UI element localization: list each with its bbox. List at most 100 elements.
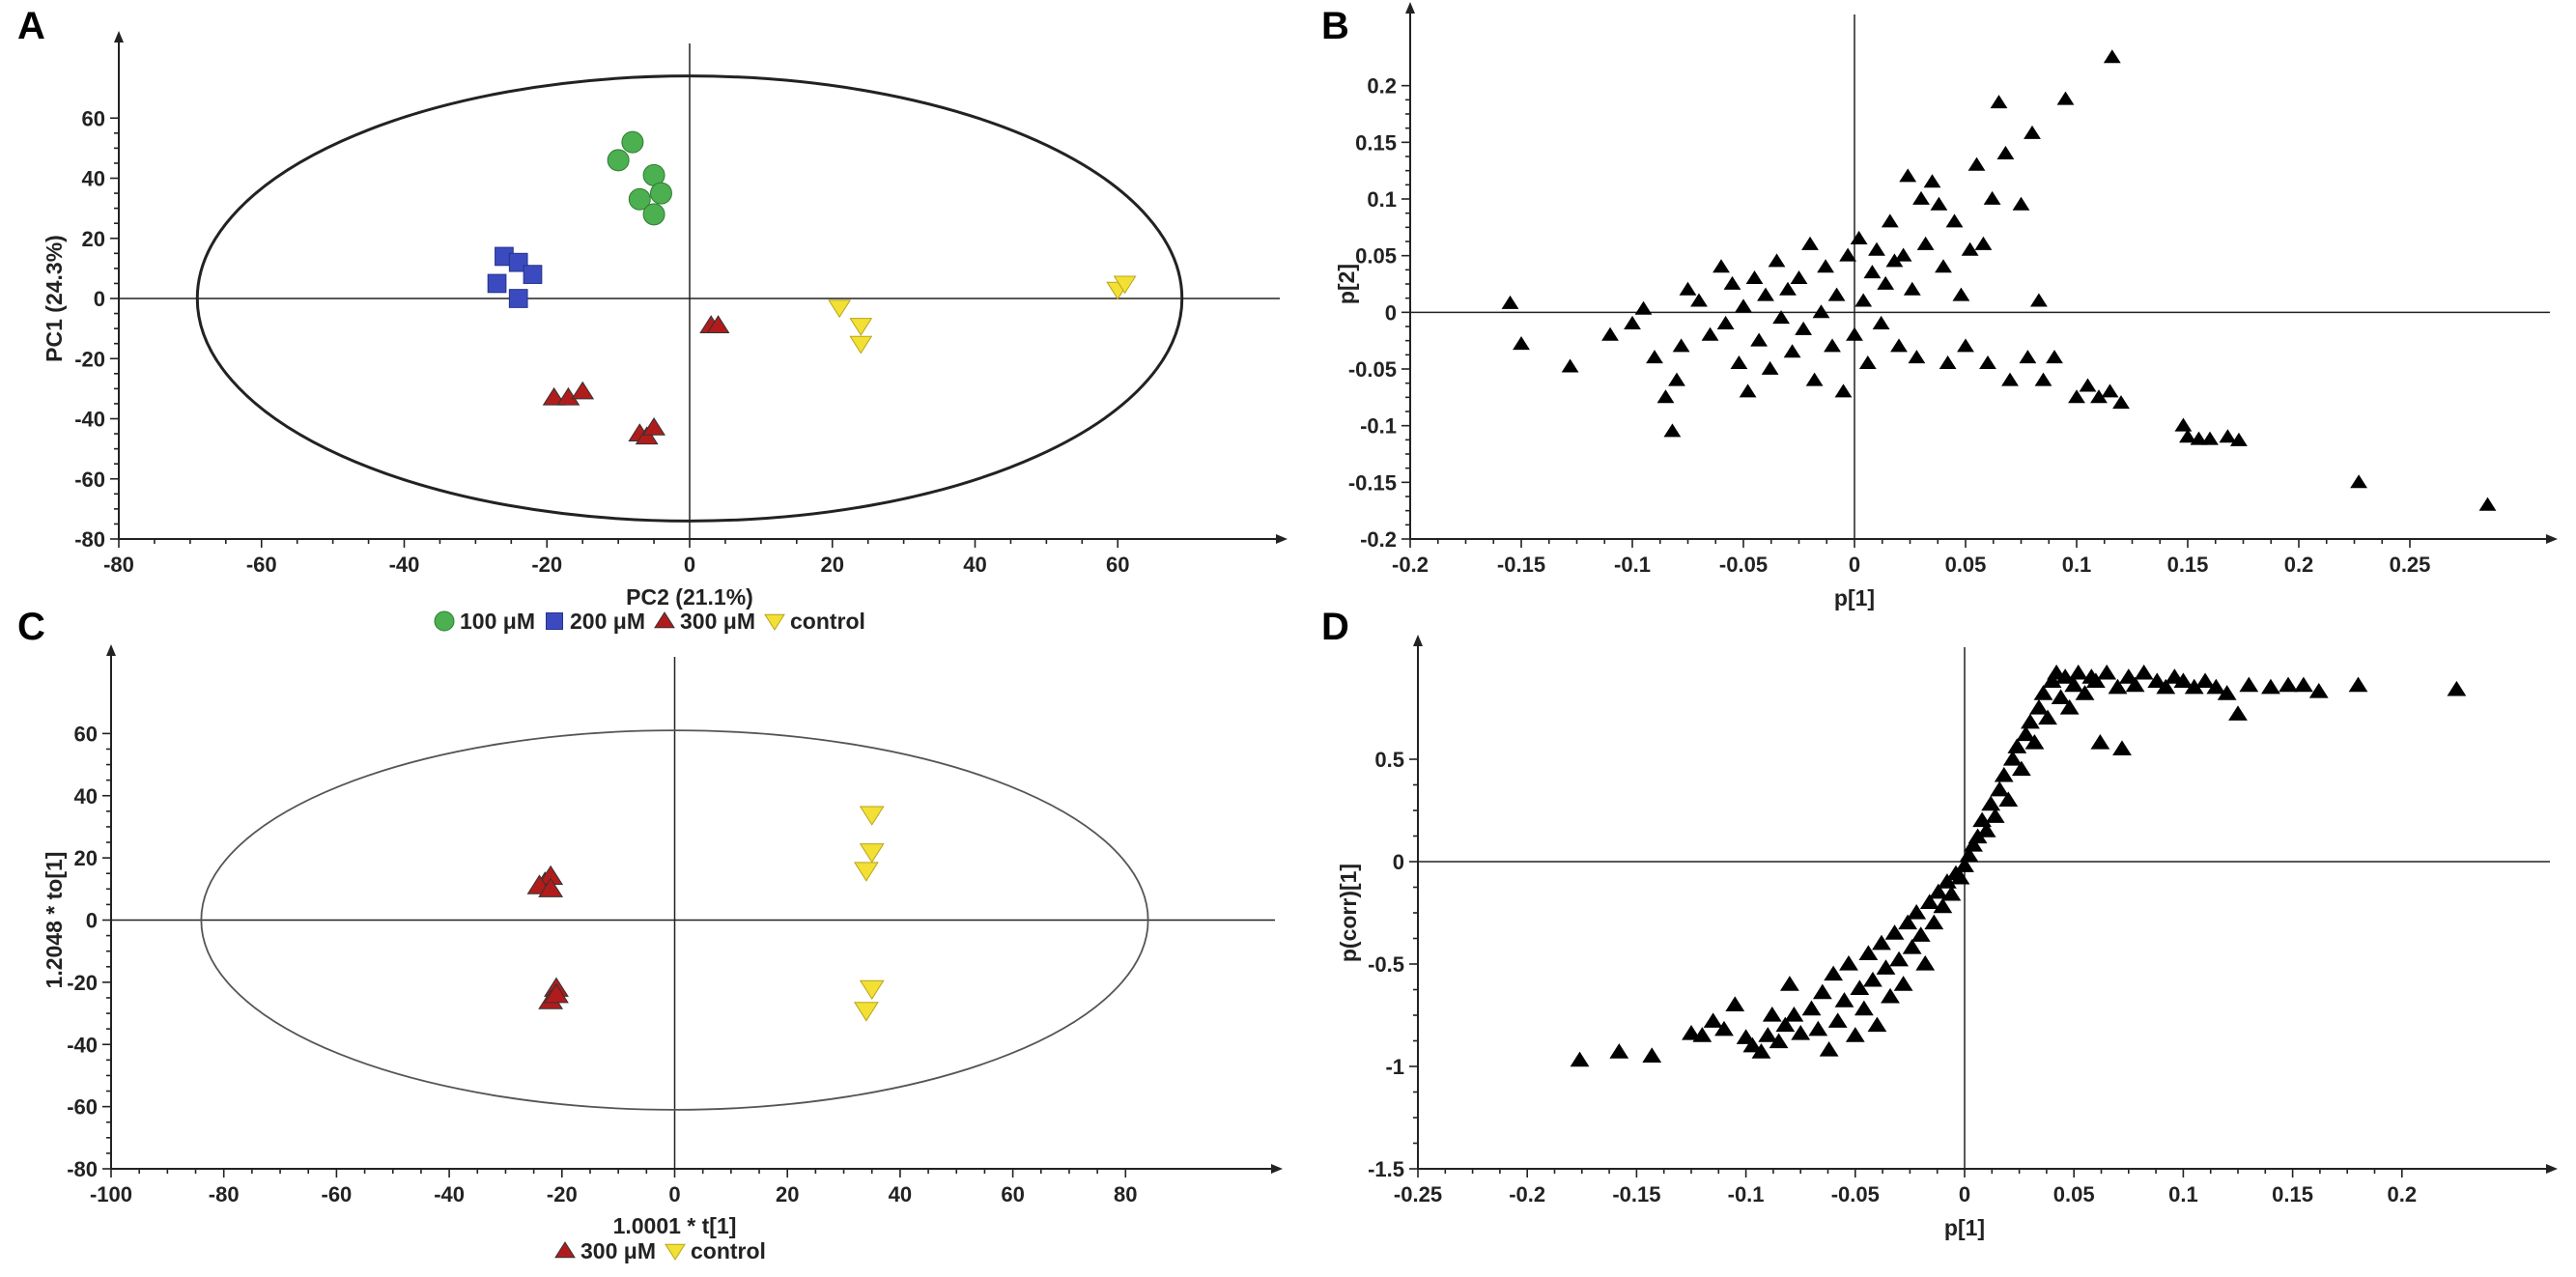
data-point bbox=[1761, 360, 1779, 375]
data-point bbox=[1784, 1006, 1804, 1022]
data-point bbox=[1996, 145, 2015, 159]
data-point bbox=[1990, 95, 2008, 109]
data-point bbox=[1854, 1000, 1874, 1016]
data-point bbox=[1714, 1020, 1734, 1036]
y-axis-title: p(corr)[1] bbox=[1336, 864, 1361, 962]
data-point bbox=[1950, 868, 1970, 885]
confidence-ellipse bbox=[195, 74, 1184, 523]
data-point bbox=[2075, 685, 2095, 700]
y-tick-label: -1 bbox=[1385, 1055, 1404, 1079]
data-point bbox=[2019, 350, 2037, 364]
data-point bbox=[1935, 259, 1952, 273]
data-point bbox=[2007, 738, 2027, 753]
data-point bbox=[1824, 338, 1841, 353]
x-axis-arrow-icon bbox=[2546, 1164, 2558, 1174]
data-point bbox=[1967, 156, 1986, 171]
data-point bbox=[2201, 431, 2219, 445]
y-tick-label: -60 bbox=[67, 1095, 98, 1120]
data-point bbox=[2090, 734, 2110, 750]
x-tick-label: 40 bbox=[889, 1182, 912, 1206]
data-point bbox=[1739, 383, 1757, 398]
data-point bbox=[1561, 358, 1579, 373]
legend-label: control bbox=[790, 609, 865, 634]
data-point bbox=[1957, 338, 1974, 353]
panel-letter-a: A bbox=[17, 5, 45, 47]
data-point bbox=[1812, 304, 1830, 319]
data-point bbox=[1872, 315, 1890, 329]
data-point bbox=[1690, 293, 1708, 307]
legend-marker-triangle-icon bbox=[554, 1241, 576, 1259]
data-point bbox=[1839, 954, 1858, 971]
y-tick-label: 0.05 bbox=[1355, 244, 1397, 269]
data-point bbox=[607, 149, 630, 172]
data-point bbox=[706, 315, 730, 333]
data-point bbox=[1964, 837, 1983, 852]
data-point bbox=[1903, 281, 1921, 296]
x-axis-arrow-icon bbox=[1276, 534, 1288, 544]
x-tick-label: 0.15 bbox=[2167, 553, 2209, 577]
x-tick-label: -40 bbox=[434, 1182, 465, 1206]
data-point bbox=[2024, 125, 2041, 139]
data-point bbox=[1668, 372, 1685, 386]
y-tick-label: -40 bbox=[67, 1033, 98, 1057]
data-point bbox=[853, 862, 879, 882]
x-tick-label: -60 bbox=[322, 1182, 353, 1206]
data-point bbox=[1827, 287, 1846, 301]
data-point bbox=[2001, 372, 2019, 386]
data-point bbox=[1701, 326, 1719, 341]
data-point bbox=[1113, 275, 1137, 295]
y-tick-label: -20 bbox=[74, 347, 105, 371]
data-point bbox=[2125, 676, 2145, 693]
plot-a: -80 -60 -40 -20 0 20 40 60 -80 -60 -40 -20 0 20 40 60 PC… bbox=[42, 31, 1288, 610]
data-point bbox=[523, 265, 543, 284]
data-point bbox=[2228, 705, 2248, 721]
data-point bbox=[1952, 287, 1970, 301]
data-point bbox=[1884, 924, 1905, 940]
x-tick-label: 0 bbox=[1849, 553, 1860, 577]
legend-marker-circle-icon bbox=[434, 610, 455, 632]
data-point bbox=[1983, 190, 2001, 205]
data-point bbox=[1762, 1006, 1782, 1022]
x-tick-label: 40 bbox=[963, 553, 986, 577]
data-point bbox=[1634, 300, 1653, 315]
data-point bbox=[1959, 846, 1979, 863]
data-point bbox=[853, 1002, 879, 1022]
data-point bbox=[2279, 676, 2298, 693]
data-point bbox=[1663, 423, 1682, 438]
data-point bbox=[2308, 683, 2329, 698]
x-tick-label: 0 bbox=[668, 1182, 680, 1206]
y-axis-title: p[2] bbox=[1334, 264, 1359, 304]
data-point bbox=[2042, 672, 2062, 689]
data-point bbox=[2350, 474, 2368, 489]
y-tick-label: 0 bbox=[86, 909, 98, 933]
data-point bbox=[1907, 903, 1927, 920]
data-point bbox=[2002, 750, 2023, 766]
data-point bbox=[2478, 497, 2497, 511]
panel-letter-b: B bbox=[1321, 5, 1349, 47]
y-tick-label: -80 bbox=[67, 1157, 98, 1181]
data-point bbox=[1834, 992, 1854, 1007]
y-tick-label: 0.2 bbox=[1367, 74, 1397, 99]
legend-a: 100 μM 200 μM 300 μM control bbox=[434, 609, 865, 634]
data-point bbox=[2068, 664, 2088, 680]
y-tick-label: -20 bbox=[67, 971, 98, 995]
data-point bbox=[2079, 378, 2097, 392]
y-tick-label: -80 bbox=[74, 527, 105, 552]
data-point bbox=[1757, 287, 1774, 301]
data-point bbox=[2217, 685, 2237, 700]
x-tick-label: -40 bbox=[389, 553, 420, 577]
data-point bbox=[1908, 350, 1926, 364]
data-point bbox=[859, 806, 885, 826]
data-point bbox=[1854, 293, 1873, 307]
data-point bbox=[1976, 822, 1996, 837]
data-point bbox=[2051, 689, 2071, 704]
y-tick-label: 40 bbox=[82, 167, 105, 191]
y-tick-label: 0 bbox=[94, 287, 105, 311]
x-tick-label: -0.2 bbox=[1509, 1182, 1545, 1206]
x-tick-label: -60 bbox=[246, 553, 277, 577]
y-tick-label: -0.05 bbox=[1348, 357, 1397, 382]
data-point bbox=[487, 273, 507, 294]
data-point bbox=[1790, 270, 1808, 285]
legend-label: 100 μM bbox=[460, 609, 535, 634]
